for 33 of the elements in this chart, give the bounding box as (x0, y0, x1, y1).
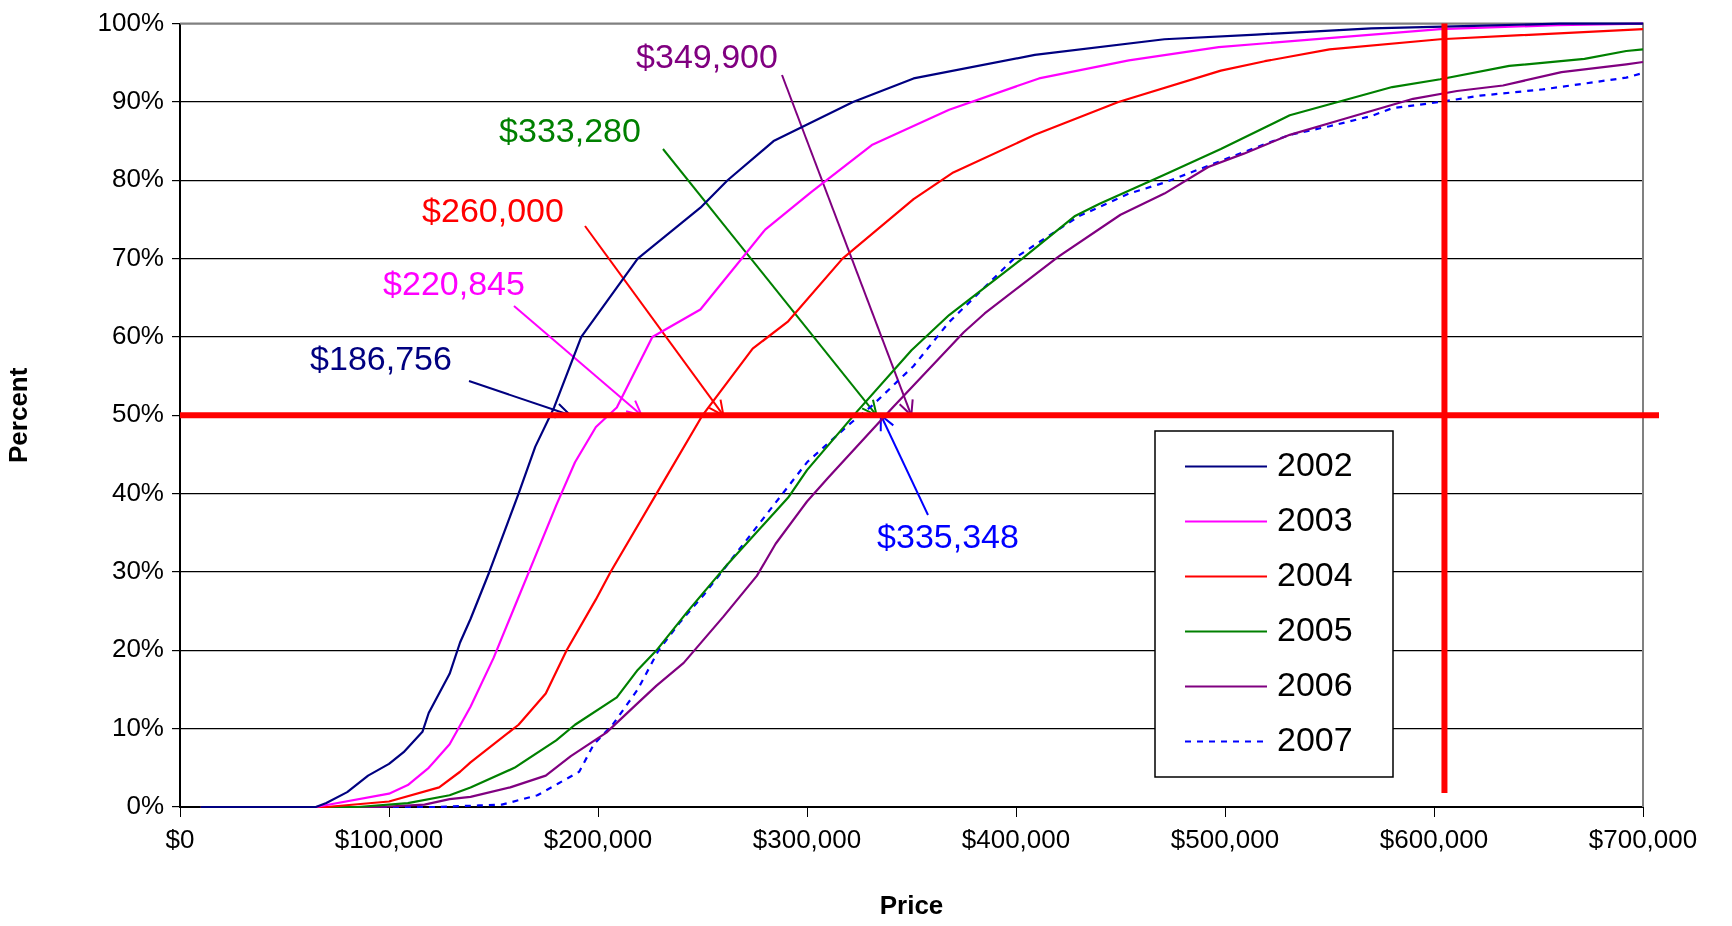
x-tick-label: $700,000 (1588, 823, 1698, 854)
x-tick-label: $100,000 (334, 823, 444, 854)
y-tick-label: 40% (111, 476, 164, 507)
y-tick-label: 90% (111, 85, 164, 116)
y-tick-label: 60% (111, 320, 164, 351)
annotation: $186,756 (310, 339, 452, 378)
y-tick-label: 0% (126, 790, 164, 821)
x-tick-label: $300,000 (752, 823, 862, 854)
y-axis-title: Percent (2, 367, 33, 463)
y-tick-label: 30% (111, 555, 164, 586)
annotation: $349,900 (636, 37, 778, 76)
annotation: $220,845 (383, 264, 525, 303)
annotation: $260,000 (422, 191, 564, 230)
legend-label: 2003 (1277, 499, 1353, 538)
x-tick-label: $200,000 (543, 823, 653, 854)
legend-label: 2005 (1277, 609, 1353, 648)
y-tick-label: 100% (97, 6, 164, 37)
legend-label: 2004 (1277, 554, 1353, 593)
legend-label: 2002 (1277, 444, 1353, 483)
x-tick-label: $0 (165, 823, 195, 854)
x-tick-label: $500,000 (1170, 823, 1280, 854)
y-tick-label: 10% (111, 711, 164, 742)
y-tick-label: 50% (111, 398, 164, 429)
y-tick-label: 70% (111, 241, 164, 272)
x-tick-label: $600,000 (1379, 823, 1489, 854)
x-tick-label: $400,000 (961, 823, 1071, 854)
y-tick-label: 80% (111, 163, 164, 194)
legend-label: 2007 (1277, 719, 1353, 758)
annotation: $335,348 (877, 517, 1019, 556)
y-tick-label: 20% (111, 633, 164, 664)
annotation: $333,280 (499, 111, 641, 150)
x-axis-title: Price (879, 889, 944, 920)
legend-label: 2006 (1277, 664, 1353, 703)
